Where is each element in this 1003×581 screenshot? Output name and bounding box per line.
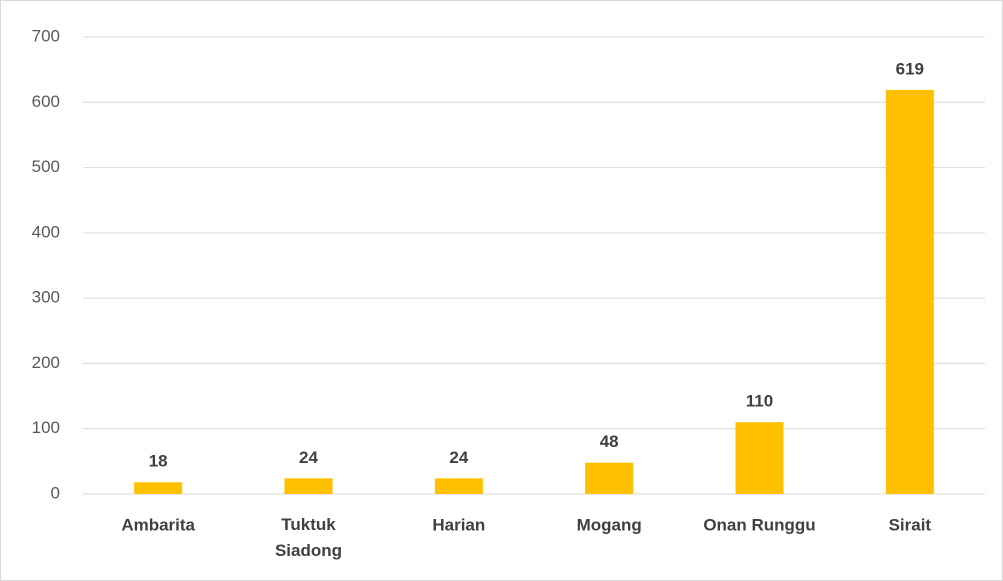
data-label: 48 — [600, 432, 619, 451]
y-tick-label: 200 — [32, 353, 60, 372]
bar — [585, 462, 634, 494]
y-tick-label: 300 — [32, 288, 60, 307]
y-tick-label: 0 — [51, 483, 60, 502]
y-tick-label: 500 — [32, 157, 60, 176]
y-tick-label: 600 — [32, 92, 60, 111]
data-label: 619 — [896, 59, 924, 78]
bar — [134, 482, 183, 494]
x-tick-label: Ambarita — [121, 515, 195, 534]
x-tick-label: Sirait — [889, 515, 932, 534]
bar — [434, 478, 483, 494]
data-label: 18 — [149, 452, 168, 471]
bar — [735, 422, 784, 494]
y-tick-label: 100 — [32, 418, 60, 437]
x-tick-label: Mogang — [577, 515, 642, 534]
bar — [885, 89, 934, 494]
x-tick-label: Onan Runggu — [703, 515, 815, 534]
y-tick-label: 700 — [32, 26, 60, 45]
bar — [284, 478, 333, 494]
data-label: 24 — [299, 448, 318, 467]
data-label: 24 — [449, 448, 468, 467]
x-tick-label: Tuktuk Siadong — [275, 515, 342, 560]
x-tick-label: Harian — [432, 515, 485, 534]
y-tick-label: 400 — [32, 222, 60, 241]
data-label: 110 — [746, 392, 773, 411]
